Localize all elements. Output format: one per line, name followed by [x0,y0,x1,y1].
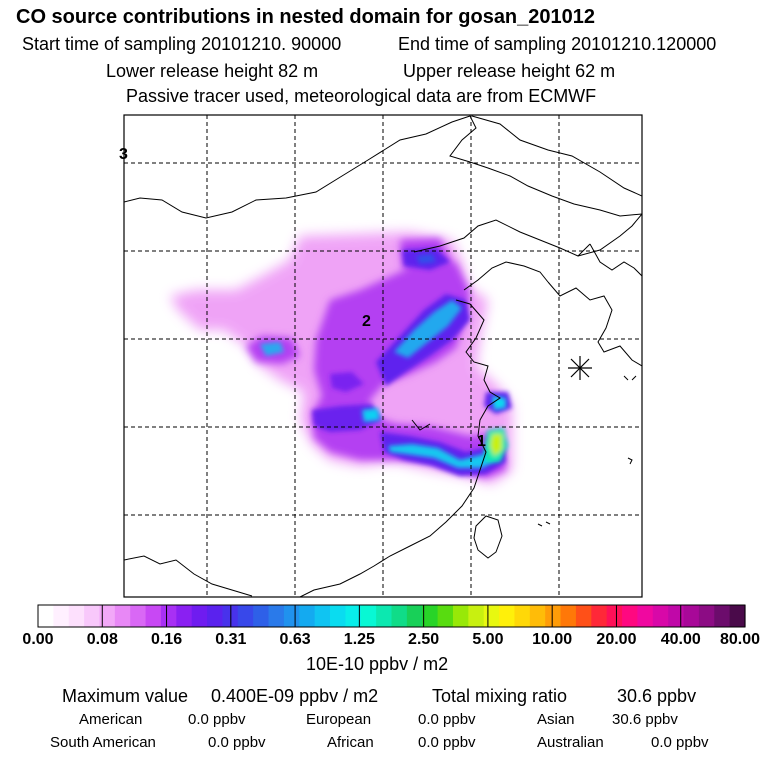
colorbar-swatch [622,605,639,627]
region-american-value: 0.0 ppbv [188,711,246,728]
region-south-american-name: South American [50,734,156,751]
colorbar-swatch [207,605,224,627]
colorbar-swatch [145,605,162,627]
colorbar-swatch [114,605,131,627]
colorbar-swatch [376,605,393,627]
colorbar-swatch [160,605,177,627]
region-asian-name: Asian [537,711,575,728]
colorbar-swatch [38,605,54,627]
colorbar-swatch [698,605,715,627]
colorbar-swatch [237,605,254,627]
colorbar-swatch [483,605,500,627]
label-three: 3 [119,146,128,163]
region-american-name: American [79,711,143,728]
colorbar-swatch [468,605,485,627]
plume-cyan [260,254,506,468]
total-mixing-value: 30.6 ppbv [617,686,697,706]
region-asian-value: 30.6 ppbv [612,711,678,728]
colorbar-tick-label: 20.00 [596,631,637,648]
colorbar-tick-label: 2.50 [408,631,440,648]
upper-height-label: Upper release height 62 m [403,61,616,81]
colorbar-tick-label: 0.08 [86,631,118,648]
colorbar-swatch [314,605,331,627]
colorbar-swatch [406,605,423,627]
colorbar-swatch [422,605,439,627]
colorbar-swatch [68,605,85,627]
chart-title: CO source contributions in nested domain… [16,6,596,28]
max-value-label: Maximum value [62,686,189,706]
colorbar-swatch [283,605,300,627]
colorbar-swatch [437,605,454,627]
colorbar-swatch [268,605,285,627]
colorbar-tick-label: 5.00 [472,631,504,648]
colorbar-tick-label: 0.63 [279,631,311,648]
colorbar-tick-label: 0.00 [22,631,54,648]
colorbar [37,604,746,628]
colorbar-tick-label: 40.00 [660,631,701,648]
colorbar-tick-label: 0.31 [215,631,247,648]
colorbar-swatch [714,605,731,627]
map-frame [123,114,643,598]
colorbar-swatch [299,605,316,627]
region-australian-value: 0.0 ppbv [651,734,709,751]
colorbar-swatch [84,605,101,627]
colorbar-swatch [729,605,746,627]
colorbar-swatch [668,605,685,627]
colorbar-swatch [591,605,608,627]
map-area [124,115,642,597]
asterisk-icon [568,356,592,380]
colorbar-swatch [391,605,408,627]
colorbar-swatch [130,605,147,627]
colorbar-swatch [191,605,208,627]
colorbar-swatch [683,605,700,627]
colorbar-swatch [330,605,346,627]
colorbar-swatch [545,605,562,627]
colorbar-tick-label: 10.00 [532,631,573,648]
colorbar-units: 10E-10 ppbv / m2 [306,654,449,674]
label-two: 2 [362,313,371,330]
total-mixing-label: Total mixing ratio [432,686,568,706]
coastlines [124,115,642,597]
colorbar-swatch [253,605,270,627]
colorbar-frame [37,604,746,628]
colorbar-swatch [606,605,623,627]
region-european-value: 0.0 ppbv [418,711,476,728]
colorbar-swatch [345,605,362,627]
max-value: 0.400E-09 ppbv / m2 [211,686,379,706]
colorbar-tick-label: 1.25 [343,631,375,648]
colorbar-swatch [529,605,546,627]
tracer-label: Passive tracer used, meteorological data… [126,86,597,106]
region-african-value: 0.0 ppbv [418,734,476,751]
graticule [124,115,642,597]
colorbar-swatch [514,605,531,627]
colorbar-tick-label: 80.00 [719,631,761,648]
colorbar-swatch [176,605,193,627]
colorbar-swatch [499,605,516,627]
colorbar-swatch [560,605,577,627]
colorbar-swatch [452,605,469,627]
region-european-name: European [306,711,372,728]
region-african-name: African [327,734,374,751]
colorbar-swatch [53,605,70,627]
label-one: 1 [477,433,486,450]
lower-height-label: Lower release height 82 m [106,61,319,81]
colorbar-swatch [575,605,592,627]
plume-peak [484,428,508,462]
colorbar-swatch [99,605,116,627]
region-south-american-value: 0.0 ppbv [208,734,266,751]
region-australian-name: Australian [537,734,604,751]
colorbar-swatch [637,605,654,627]
start-time-label: Start time of sampling 20101210. 90000 [22,34,342,54]
end-time-label: End time of sampling 20101210.120000 [398,34,717,54]
colorbar-swatch [652,605,669,627]
colorbar-swatch [360,605,377,627]
colorbar-tick-label: 0.16 [150,631,183,648]
